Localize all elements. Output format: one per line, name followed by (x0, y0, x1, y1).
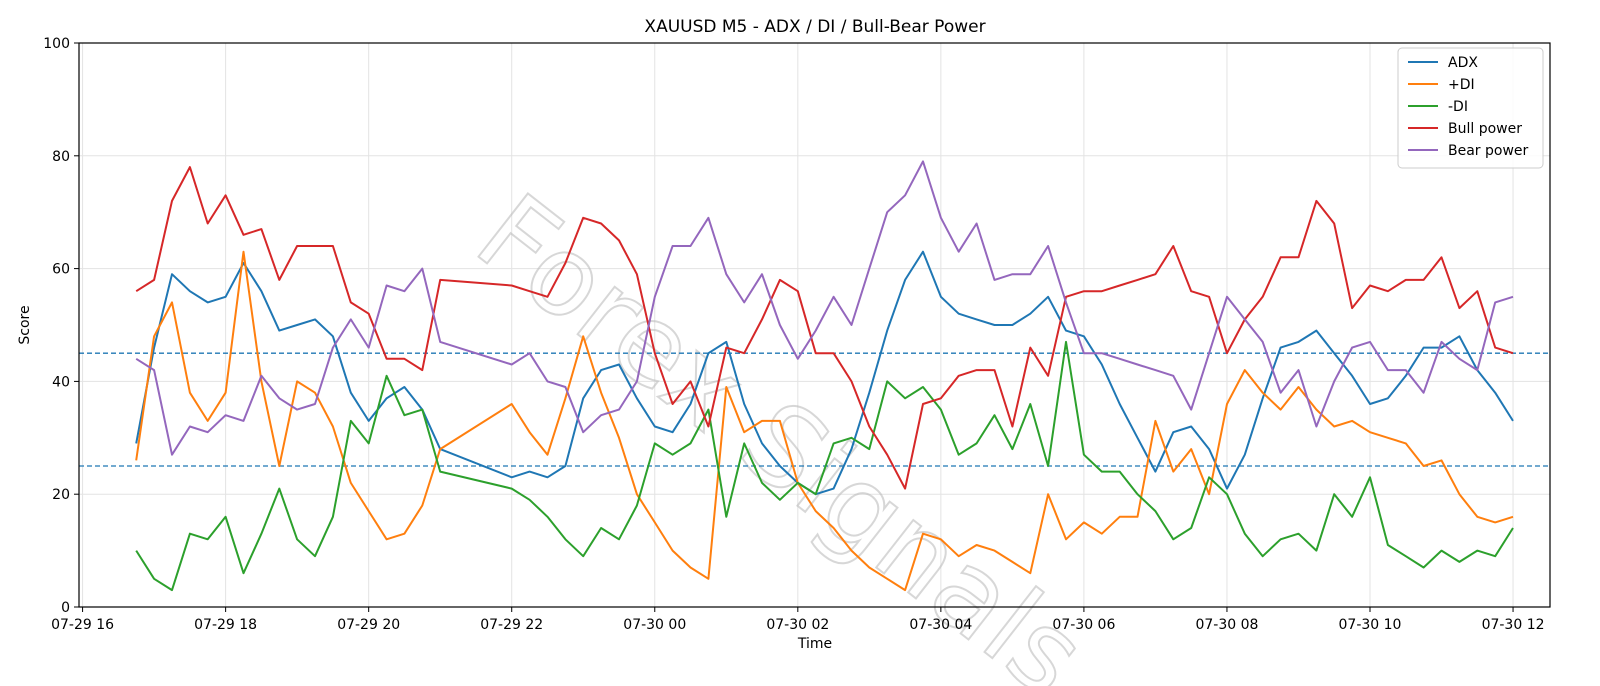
x-tick-label: 07-30 10 (1339, 617, 1402, 633)
y-tick-label: 20 (52, 487, 70, 503)
plot-frame (78, 42, 1551, 608)
legend-label: Bear power (1448, 143, 1529, 159)
legend-label: ADX (1448, 55, 1478, 71)
y-tick-label: 60 (52, 262, 70, 278)
legend-label: -DI (1448, 99, 1468, 115)
x-tick-label: 07-30 02 (766, 617, 829, 633)
x-tick-label: 07-29 22 (480, 617, 543, 633)
x-tick-label: 07-30 00 (623, 617, 686, 633)
y-tick-label: 40 (52, 374, 70, 390)
series-line-di (135, 340, 1514, 592)
x-tick-label: 07-29 20 (337, 617, 400, 633)
x-tick-label: 07-29 16 (51, 617, 114, 633)
reference-lines (79, 352, 1550, 467)
x-tick-label: 07-29 18 (194, 617, 257, 633)
legend: ADX +DI -DI Bull power Bear power (1397, 47, 1544, 169)
series-line-bull-power (135, 166, 1514, 490)
x-tick-label: 07-30 12 (1482, 617, 1545, 633)
y-tick-label: 0 (61, 600, 70, 616)
y-tick-label: 100 (43, 36, 70, 52)
series-line-di (135, 250, 1514, 592)
series-lines (135, 160, 1514, 592)
x-tick-label: 07-30 04 (909, 617, 972, 633)
legend-label: Bull power (1448, 121, 1522, 137)
series-line-bear-power (135, 160, 1514, 456)
x-tick-label: 07-30 08 (1195, 617, 1258, 633)
legend-box (1397, 47, 1544, 169)
chart-title: XAUUSD M5 - ADX / DI / Bull-Bear Power (644, 17, 985, 37)
x-tick-label: 07-30 06 (1052, 617, 1115, 633)
x-axis-title: Time (797, 636, 832, 652)
series-line-adx (135, 250, 1514, 496)
y-axis-title: Score (17, 305, 33, 344)
y-tick-label: 80 (52, 149, 70, 165)
legend-label: +DI (1448, 77, 1475, 93)
axis-ticks: 0 20 40 60 80 100 07-29 16 07-29 18 07-29 20 07-2… (43, 36, 1544, 633)
